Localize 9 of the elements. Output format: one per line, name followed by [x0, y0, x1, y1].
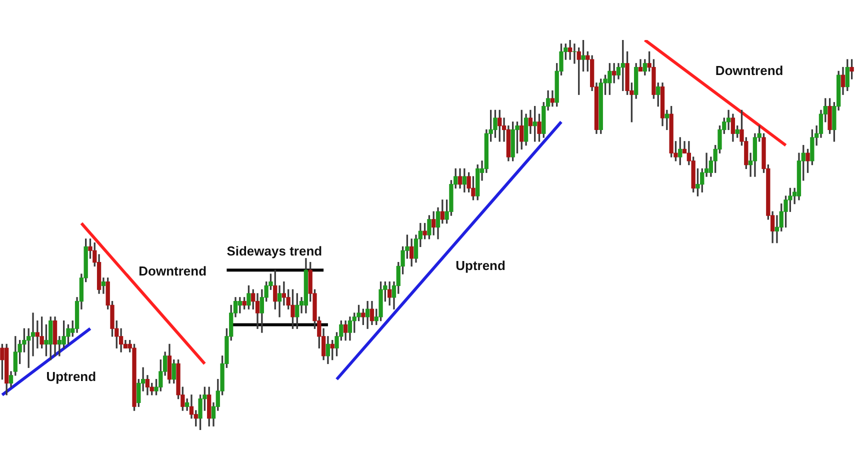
candlestick: [282, 281, 286, 306]
candlestick: [57, 336, 62, 356]
annotation: Sideways trend: [226, 244, 322, 259]
candlestick: [726, 110, 731, 130]
annotation: Uptrend: [456, 258, 506, 273]
annotation: Downtrend: [715, 62, 784, 78]
candlestick: [568, 40, 572, 60]
annotation: Downtrend: [138, 264, 207, 279]
annotation: Uptrend: [46, 368, 96, 384]
